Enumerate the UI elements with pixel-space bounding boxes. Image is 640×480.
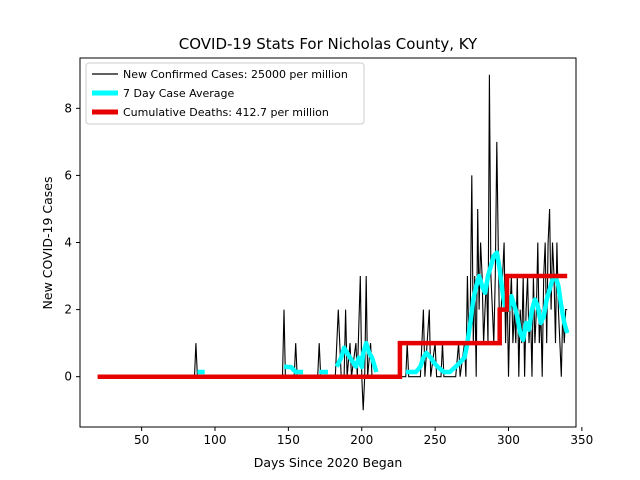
y-axis-ticks: 0 2 4 6 8 <box>64 101 80 384</box>
chart-title: COVID-19 Stats For Nicholas County, KY <box>179 35 478 53</box>
series-7-day-average-segment <box>405 250 570 375</box>
series-cumulative-deaths-line <box>97 273 568 379</box>
x-tick-label: 50 <box>134 433 149 447</box>
y-tick-label: 0 <box>64 370 72 384</box>
x-tick-label: 350 <box>570 433 593 447</box>
y-tick-label: 8 <box>64 101 72 115</box>
plot-series <box>97 74 570 411</box>
x-tick-label: 250 <box>424 433 447 447</box>
legend-box <box>85 62 365 125</box>
x-tick-label: 150 <box>277 433 300 447</box>
y-axis-label: New COVID-19 Cases <box>40 177 55 310</box>
series-7-day-average-segment <box>334 340 379 373</box>
y-tick-label: 4 <box>64 236 72 250</box>
x-tick-label: 200 <box>350 433 373 447</box>
legend: New Confirmed Cases: 25000 per million 7… <box>85 62 365 125</box>
legend-label-new-cases: New Confirmed Cases: 25000 per million <box>123 68 348 81</box>
x-tick-label: 300 <box>497 433 520 447</box>
x-axis-label: Days Since 2020 Began <box>254 455 403 470</box>
legend-label-7-day-average: 7 Day Case Average <box>123 87 235 100</box>
x-tick-label: 100 <box>204 433 227 447</box>
y-tick-label: 2 <box>64 303 72 317</box>
x-axis-ticks: 50 100 150 200 250 300 350 <box>134 427 593 447</box>
y-tick-label: 6 <box>64 168 72 182</box>
legend-label-cumulative-deaths: Cumulative Deaths: 412.7 per million <box>123 106 329 119</box>
series-7-day-average-segment <box>283 364 304 375</box>
